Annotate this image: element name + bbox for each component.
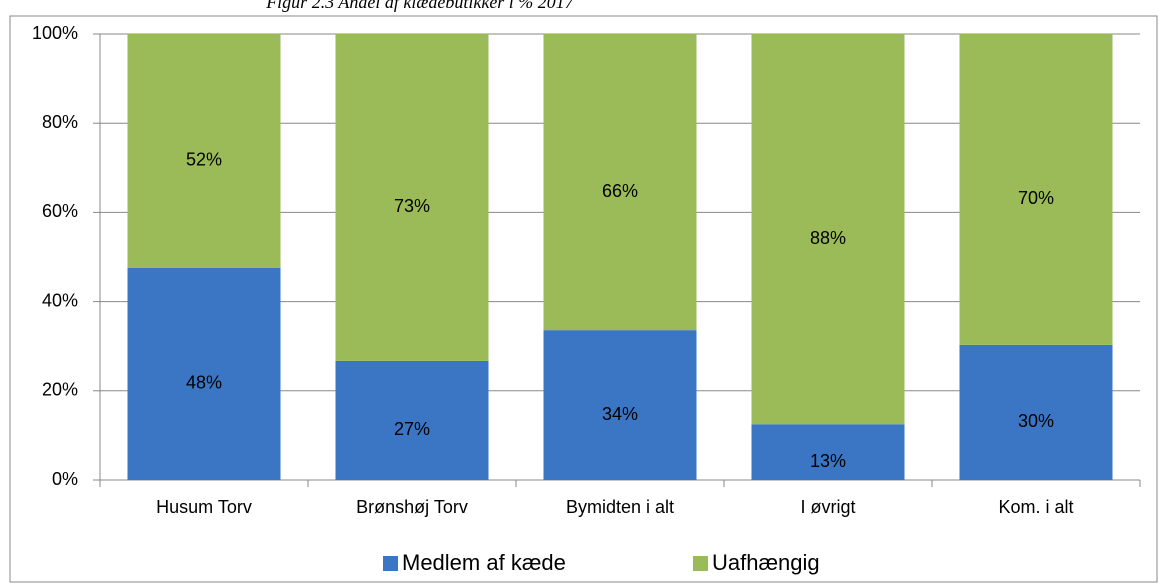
legend-swatch (693, 556, 708, 571)
y-tick-label: 100% (32, 23, 78, 43)
bar-segment (751, 34, 905, 425)
legend-label: Medlem af kæde (402, 550, 566, 575)
data-label: 30% (1018, 411, 1054, 431)
data-label: 52% (186, 150, 222, 170)
y-tick-label: 60% (42, 201, 78, 221)
data-label: 88% (810, 228, 846, 248)
y-tick-label: 0% (52, 469, 78, 489)
x-tick-label: Bymidten i alt (566, 497, 674, 517)
y-tick-label: 40% (42, 290, 78, 310)
bar-segment (127, 34, 281, 268)
chart-frame (9, 15, 1158, 583)
data-label: 27% (394, 419, 430, 439)
data-label: 66% (602, 181, 638, 201)
x-tick-label: Kom. i alt (998, 497, 1073, 517)
bar-segment (959, 34, 1113, 345)
legend-label: Uafhængig (712, 550, 820, 575)
bar-segment (543, 330, 697, 480)
bar-segment (335, 34, 489, 361)
bar-segment (543, 34, 697, 331)
x-tick-label: I øvrigt (800, 497, 855, 517)
bar-segment (751, 424, 905, 480)
chart-title: Figur 2.3 Andel af klædebutikker i % 201… (265, 0, 575, 12)
y-tick-label: 80% (42, 112, 78, 132)
y-tick-label: 20% (42, 380, 78, 400)
legend-swatch (383, 556, 398, 571)
x-tick-label: Brønshøj Torv (356, 497, 468, 517)
data-label: 48% (186, 373, 222, 393)
bar-segment (959, 344, 1113, 480)
bar-segment (127, 267, 281, 480)
data-label: 34% (602, 404, 638, 424)
data-label: 13% (810, 451, 846, 471)
data-label: 73% (394, 196, 430, 216)
bar-segment (335, 360, 489, 480)
data-label: 70% (1018, 188, 1054, 208)
x-tick-label: Husum Torv (156, 497, 252, 517)
